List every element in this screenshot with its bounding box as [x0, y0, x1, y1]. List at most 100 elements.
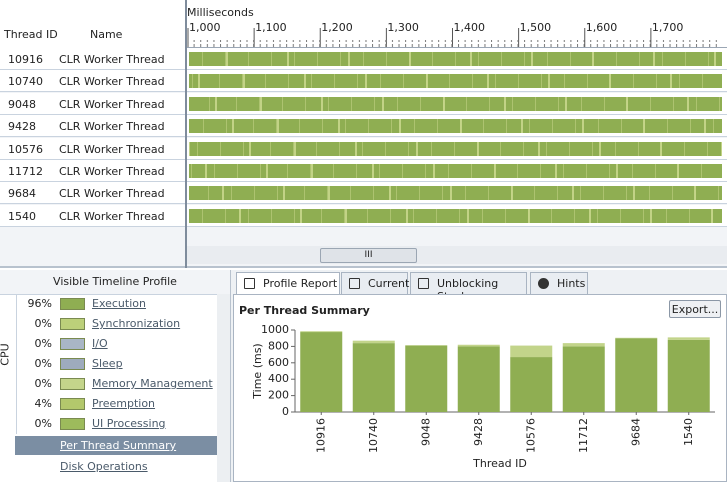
profile-title: Visible Timeline Profile [0, 270, 230, 295]
bar-segment [562, 346, 605, 412]
y-axis-label: Time (ms) [251, 343, 264, 399]
ruler-label: 1,700 [652, 21, 684, 34]
activity-bar [189, 141, 722, 156]
thread-id: 10740 [8, 75, 43, 89]
thread-id: 10916 [8, 53, 43, 66]
tab-icon [244, 278, 255, 289]
tab[interactable]: Profile Report [236, 272, 340, 295]
thread-name: CLR Worker Thread [59, 120, 165, 134]
item-swatch [60, 418, 85, 430]
item-swatch [60, 358, 85, 370]
bar-segment [352, 340, 395, 344]
view-link[interactable]: Disk Operations [60, 460, 148, 473]
activity-bar [189, 52, 722, 66]
item-percent: 96% [27, 297, 52, 310]
item-percent: 4% [34, 397, 52, 410]
x-tick-label: 9048 [419, 418, 432, 446]
thread-row: 10576 CLR Worker Thread [0, 137, 185, 160]
item-label[interactable]: I/O [92, 337, 108, 350]
view-link[interactable]: Per Thread Summary [15, 436, 217, 455]
bar-segment [300, 331, 343, 333]
y-tick-label: 600 [268, 356, 289, 369]
item-percent: 0% [34, 317, 52, 330]
thread-lane [187, 115, 727, 138]
x-tick-label: 1540 [682, 418, 695, 446]
tab-icon [349, 278, 360, 289]
ruler-label: 1,300 [387, 21, 419, 34]
thread-row: 10740 CLR Worker Thread [0, 70, 185, 93]
bar-segment [510, 345, 553, 358]
thread-row: 9428 CLR Worker Thread [0, 115, 185, 138]
x-tick-label: 10740 [367, 418, 380, 453]
bar-segment [457, 344, 500, 347]
x-tick-label: 10916 [314, 418, 327, 453]
thread-lane [187, 182, 727, 205]
scroll-thumb[interactable]: III [320, 248, 417, 263]
item-swatch [60, 378, 85, 390]
thread-id: 11712 [8, 165, 43, 178]
bar-segment [405, 345, 448, 412]
activity-bar [189, 208, 722, 223]
y-tick-label: 400 [268, 372, 289, 385]
ruler-label: 1,100 [255, 21, 287, 34]
bar-segment [615, 338, 658, 412]
cpu-label: CPU [0, 343, 12, 366]
y-tick-label: 800 [268, 339, 289, 352]
activity-bar [189, 96, 722, 111]
thread-row: 9048 CLR Worker Thread [0, 92, 185, 115]
activity-bar [189, 186, 722, 201]
ruler-label: 1,000 [189, 21, 221, 34]
thread-lane [187, 204, 727, 227]
ruler-label: 1,200 [321, 21, 353, 34]
thread-row: 9684 CLR Worker Thread [0, 182, 185, 205]
report-title: Per Thread Summary [239, 304, 370, 317]
item-label[interactable]: Memory Management [92, 377, 213, 390]
item-percent: 0% [34, 357, 52, 370]
y-tick-label: 200 [268, 389, 289, 402]
item-swatch [60, 338, 85, 350]
thread-id: 9428 [8, 120, 36, 134]
bar-segment [667, 339, 710, 412]
item-percent: 0% [34, 377, 52, 390]
activity-bar [189, 74, 722, 89]
h-scrollbar[interactable]: III [187, 246, 727, 264]
thread-id: 9684 [8, 187, 36, 201]
item-percent: 0% [34, 417, 52, 430]
thread-header [0, 0, 185, 49]
chart: Time (ms) Thread ID 0 200 400 600 800 1000 109… [251, 323, 715, 470]
splitter [185, 0, 187, 268]
item-label[interactable]: Synchronization [92, 317, 181, 330]
tab-icon [538, 278, 549, 289]
thread-row: 11712 CLR Worker Thread [0, 160, 185, 182]
thread-lane [187, 92, 727, 115]
item-label[interactable]: UI Processing [92, 417, 166, 430]
bar-segment [562, 343, 605, 347]
y-tick-label: 0 [282, 405, 289, 418]
bar-segment [510, 357, 553, 412]
bar-segment [457, 346, 500, 412]
v-scrollbar[interactable] [217, 294, 230, 482]
thread-lane [187, 160, 727, 182]
thread-row: 1540 CLR Worker Thread [0, 204, 185, 227]
col-thread-id: Thread ID [4, 28, 58, 41]
ruler-label: 1,500 [520, 21, 552, 34]
export-button[interactable]: Export... [669, 300, 721, 318]
ruler-label: 1,400 [454, 21, 486, 34]
axis-label: Milliseconds [187, 6, 254, 19]
thread-lane [187, 70, 727, 93]
item-swatch [60, 298, 85, 310]
x-tick-label: 10576 [524, 418, 537, 453]
thread-name: CLR Worker Thread [59, 209, 165, 223]
item-swatch [60, 398, 85, 410]
x-tick-label: 9684 [629, 418, 642, 446]
item-label[interactable]: Execution [92, 297, 146, 310]
ruler: Milliseconds 1,000 1,100 1,200 1,300 1,400 1,… [187, 0, 727, 48]
item-label[interactable]: Sleep [92, 357, 123, 370]
thread-name: CLR Worker Thread [59, 75, 165, 89]
tab-icon [418, 278, 429, 289]
activity-bar [189, 119, 722, 134]
item-label[interactable]: Preemption [92, 397, 156, 410]
x-tick-label: 9428 [472, 418, 485, 446]
group-line [16, 294, 17, 434]
